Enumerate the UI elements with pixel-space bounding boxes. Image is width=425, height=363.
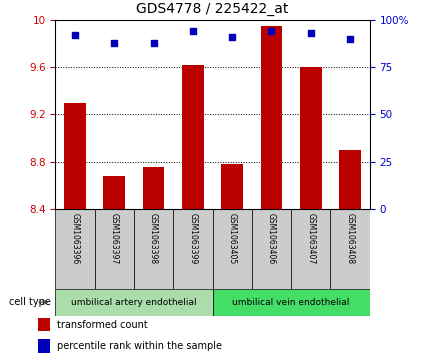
Point bbox=[307, 30, 314, 36]
Point bbox=[347, 36, 354, 42]
Text: GSM1063398: GSM1063398 bbox=[149, 213, 158, 264]
Point bbox=[150, 40, 157, 45]
Bar bbox=[212, 289, 370, 316]
Bar bbox=[252, 209, 291, 289]
Point bbox=[229, 34, 235, 40]
Bar bbox=[143, 167, 164, 209]
Title: GDS4778 / 225422_at: GDS4778 / 225422_at bbox=[136, 2, 289, 16]
Text: percentile rank within the sample: percentile rank within the sample bbox=[57, 341, 221, 351]
Bar bbox=[94, 209, 134, 289]
Point bbox=[190, 28, 196, 34]
Bar bbox=[212, 209, 252, 289]
Bar bbox=[221, 164, 243, 209]
Text: GSM1063405: GSM1063405 bbox=[228, 213, 237, 264]
Bar bbox=[339, 150, 361, 209]
Bar bbox=[261, 26, 282, 209]
Text: umbilical vein endothelial: umbilical vein endothelial bbox=[232, 298, 350, 307]
Bar bbox=[38, 318, 50, 331]
Bar bbox=[103, 176, 125, 209]
Bar bbox=[331, 209, 370, 289]
Point bbox=[71, 32, 78, 38]
Bar bbox=[173, 209, 212, 289]
Text: cell type: cell type bbox=[9, 297, 51, 307]
Bar bbox=[300, 67, 322, 209]
Text: GSM1063397: GSM1063397 bbox=[110, 213, 119, 264]
Bar bbox=[38, 339, 50, 352]
Point bbox=[111, 40, 118, 45]
Bar bbox=[55, 289, 212, 316]
Text: GSM1063407: GSM1063407 bbox=[306, 213, 315, 264]
Bar bbox=[55, 209, 94, 289]
Text: transformed count: transformed count bbox=[57, 320, 147, 330]
Text: GSM1063399: GSM1063399 bbox=[188, 213, 197, 264]
Text: GSM1063406: GSM1063406 bbox=[267, 213, 276, 264]
Bar bbox=[134, 209, 173, 289]
Text: GSM1063408: GSM1063408 bbox=[346, 213, 354, 264]
Bar bbox=[64, 102, 86, 209]
Point bbox=[268, 28, 275, 34]
Bar bbox=[291, 209, 331, 289]
Bar bbox=[182, 65, 204, 209]
Text: umbilical artery endothelial: umbilical artery endothelial bbox=[71, 298, 197, 307]
Text: GSM1063396: GSM1063396 bbox=[71, 213, 79, 264]
